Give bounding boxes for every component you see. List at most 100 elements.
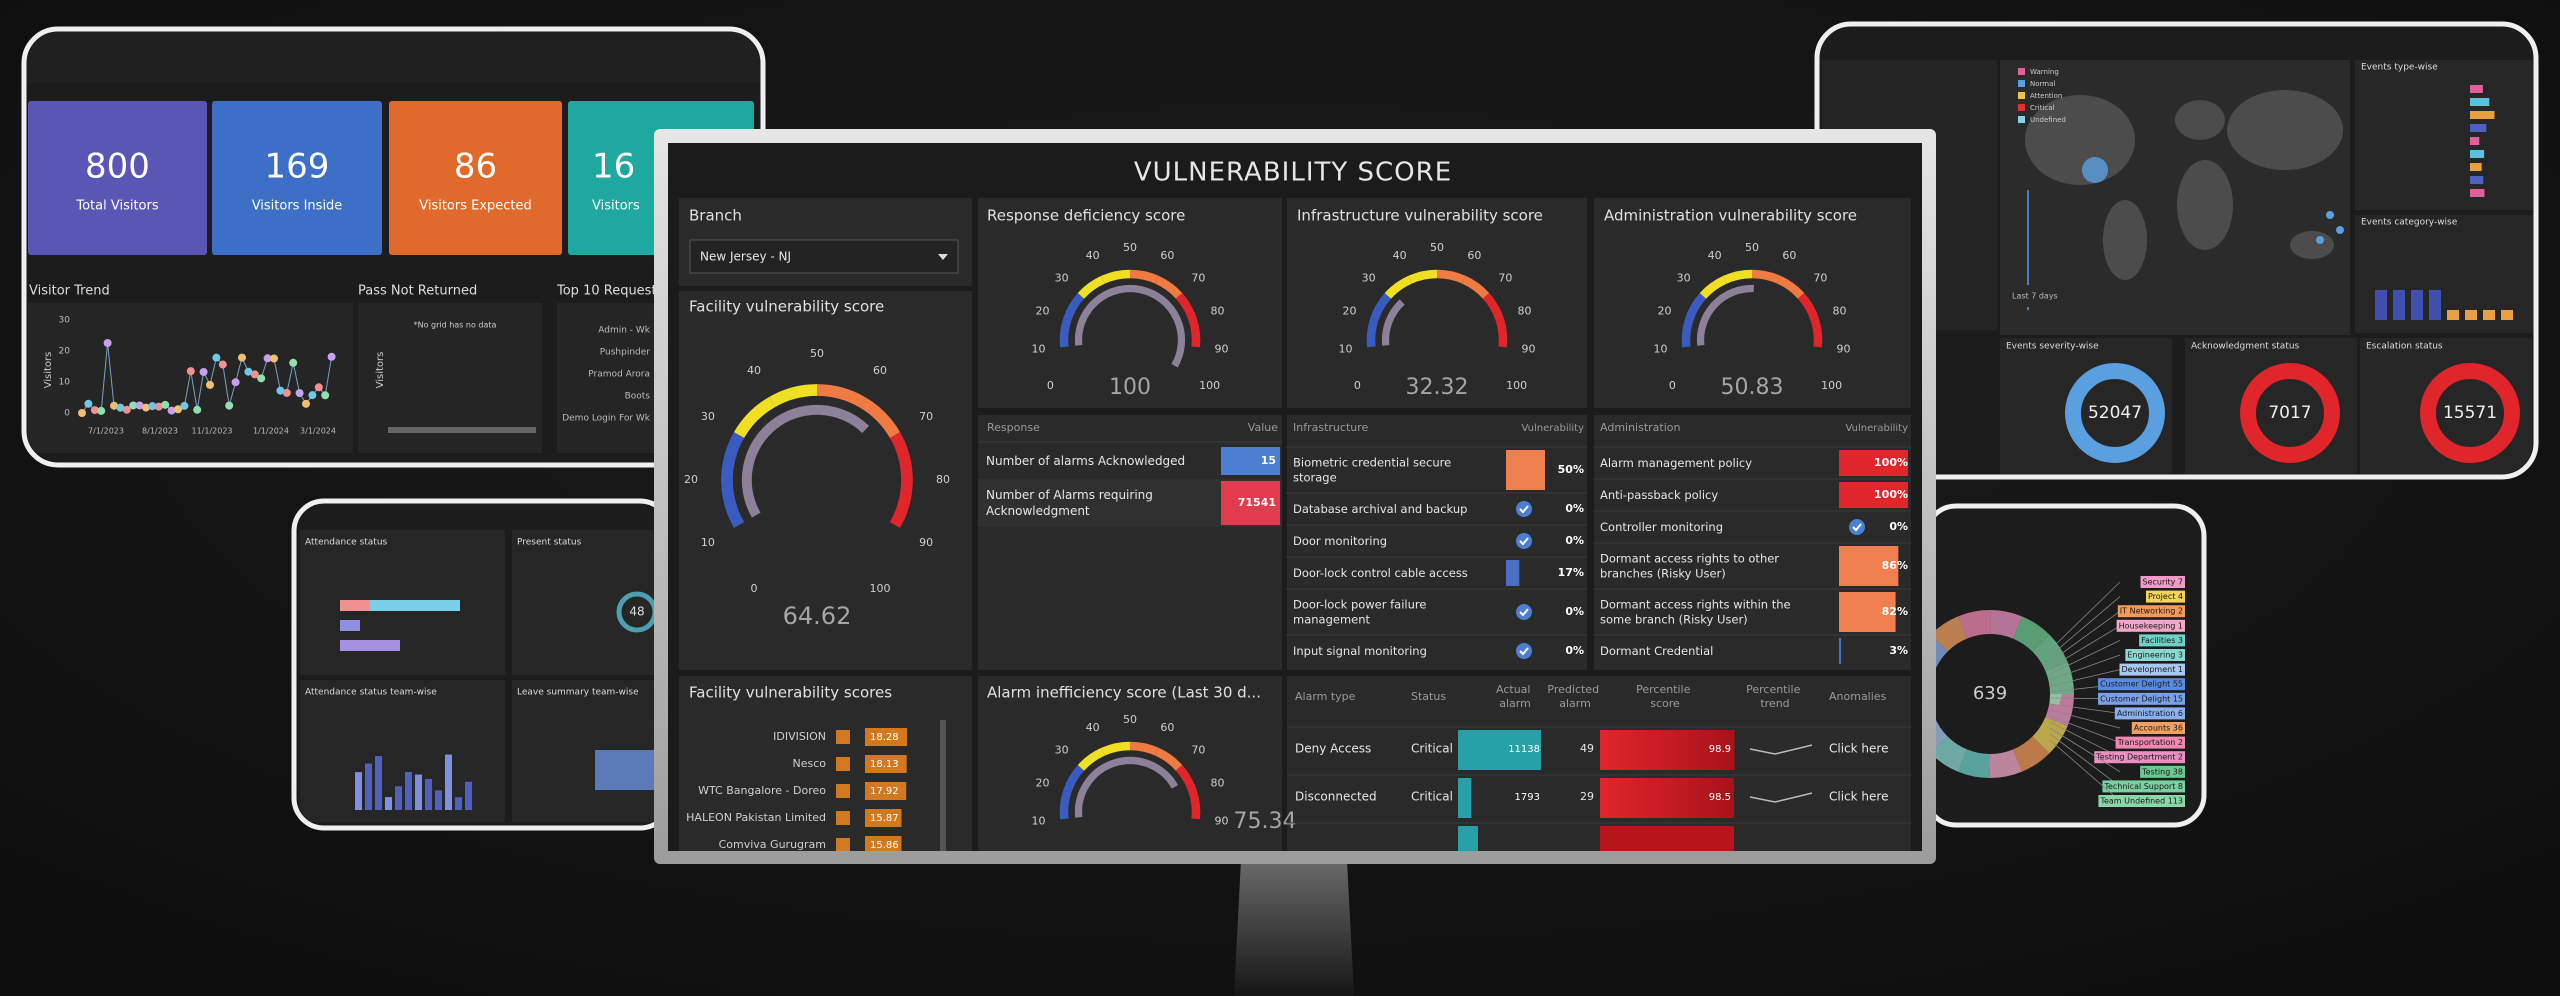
bar	[340, 640, 400, 651]
panel-title: Infrastructure vulnerability score	[1297, 207, 1543, 225]
value-cell	[1221, 481, 1280, 525]
map-marker	[2316, 236, 2324, 244]
trend-dot	[199, 367, 208, 376]
bar	[2470, 98, 2490, 106]
branch-selected[interactable]: New Jersey - NJ	[700, 250, 791, 264]
branch-dropdown[interactable]	[689, 239, 959, 274]
trend-dot	[154, 402, 163, 411]
check-mark	[1519, 647, 1529, 656]
predicted-value: 49	[1580, 742, 1594, 755]
gauge-tick-label: 40	[1708, 249, 1722, 262]
bar	[2501, 310, 2513, 320]
team-label: Customer Delight 55	[2100, 680, 2183, 689]
row-value: 100%	[1874, 488, 1908, 501]
gauge-tick-label: 50	[810, 347, 824, 360]
gauge-tick-label: 0	[1669, 379, 1676, 392]
gauge-band	[1366, 318, 1379, 348]
team-label: Housekeeping 1	[2119, 621, 2183, 630]
row-name: Door-lock control cable access	[1293, 566, 1468, 580]
trend-dot	[225, 401, 234, 410]
leader-line	[2049, 669, 2121, 687]
donut-total: 639	[1973, 683, 2007, 704]
percentile-value: 98.5	[1709, 792, 1731, 803]
team-label: Accounts 36	[2134, 724, 2183, 733]
axis-title: Visitors	[43, 352, 54, 389]
check-icon	[1516, 643, 1532, 659]
trend-dot	[314, 383, 323, 392]
gauge-band	[1154, 747, 1183, 771]
trend-dot	[148, 402, 157, 411]
vulnerability-bar	[1839, 592, 1896, 632]
trend-dot	[206, 380, 214, 389]
gauge-tick-label: 80	[1517, 305, 1531, 318]
team-label-box	[2117, 605, 2185, 618]
legend-label: Undefined	[2030, 116, 2066, 124]
team-label-box	[2131, 722, 2185, 734]
donut-total: 7017	[2268, 403, 2311, 423]
bar	[2483, 310, 2495, 320]
anomalies-link[interactable]: Click here	[1829, 742, 1888, 756]
bar	[405, 771, 412, 810]
trend-dot	[167, 406, 176, 415]
table-header: Percentile trend	[1746, 683, 1804, 710]
gauge-band	[1101, 741, 1131, 756]
gauge-tick-label: 20	[1036, 777, 1050, 790]
team-label: Project 4	[2148, 592, 2183, 601]
gauge-value: 64.62	[783, 602, 852, 630]
row-value: 0%	[1565, 644, 1584, 657]
trend-dot	[218, 360, 227, 369]
gauge-tick-label: 90	[1214, 343, 1228, 356]
percentile-bar	[1600, 778, 1734, 818]
gauge-tick-label: 80	[936, 473, 950, 486]
donut-segment	[1929, 610, 2074, 778]
gauge-band	[816, 384, 865, 408]
leader-line	[2049, 640, 2121, 675]
table-header: Alarm type	[1295, 690, 1356, 703]
gauge-value: 32.32	[1406, 375, 1469, 400]
leader-line	[2049, 727, 2121, 773]
gauge-band	[1077, 275, 1106, 299]
gauge-tick-label: 10	[1339, 343, 1353, 356]
team-label-box	[2098, 692, 2185, 705]
gauge-value: 100	[1109, 375, 1151, 400]
gauge-tick-label: 50	[1123, 241, 1137, 254]
team-label: Testing 38	[2141, 767, 2183, 776]
gauge-tick-label: 20	[1036, 305, 1050, 318]
requester-name: Demo Login For Wk	[562, 414, 651, 424]
gauge-band	[1723, 269, 1753, 284]
gauge-band	[889, 432, 913, 481]
kpi-card	[389, 101, 562, 255]
panel	[1287, 198, 1587, 408]
bar	[355, 772, 362, 810]
gauge-band	[733, 396, 776, 439]
gauge-band	[1495, 318, 1508, 348]
y-axis-label: 0	[64, 409, 70, 419]
bar	[2393, 290, 2405, 320]
trend-dot	[180, 401, 189, 410]
gauge-tick-label: 40	[1086, 721, 1100, 734]
team-label-box	[2114, 707, 2185, 720]
team-label-box	[2102, 780, 2185, 793]
gauge-tick-label: 40	[747, 364, 761, 377]
gauge-band	[1797, 292, 1819, 322]
trend-dot	[186, 367, 195, 376]
panel-title: Attendance status team-wise	[305, 688, 437, 698]
team-label-box	[2145, 590, 2185, 603]
gauge-band	[1063, 292, 1085, 322]
gauge-value-arc	[1381, 299, 1405, 346]
check-mark	[1519, 537, 1529, 546]
panel	[1287, 676, 1911, 851]
facility-icon	[836, 757, 850, 771]
row-value: 0%	[1565, 534, 1584, 547]
team-label-box	[2140, 765, 2185, 778]
requester-name: Admin - Wk	[598, 326, 651, 336]
gauge-band	[1482, 292, 1504, 322]
bar	[2470, 150, 2485, 158]
gauge-band	[1063, 764, 1085, 794]
anomalies-link[interactable]: Click here	[1829, 790, 1888, 804]
map-land	[2177, 160, 2233, 250]
gauge-band	[1059, 318, 1072, 348]
donut	[2420, 363, 2520, 463]
scroll-track	[940, 720, 946, 851]
panel	[1594, 198, 1911, 408]
